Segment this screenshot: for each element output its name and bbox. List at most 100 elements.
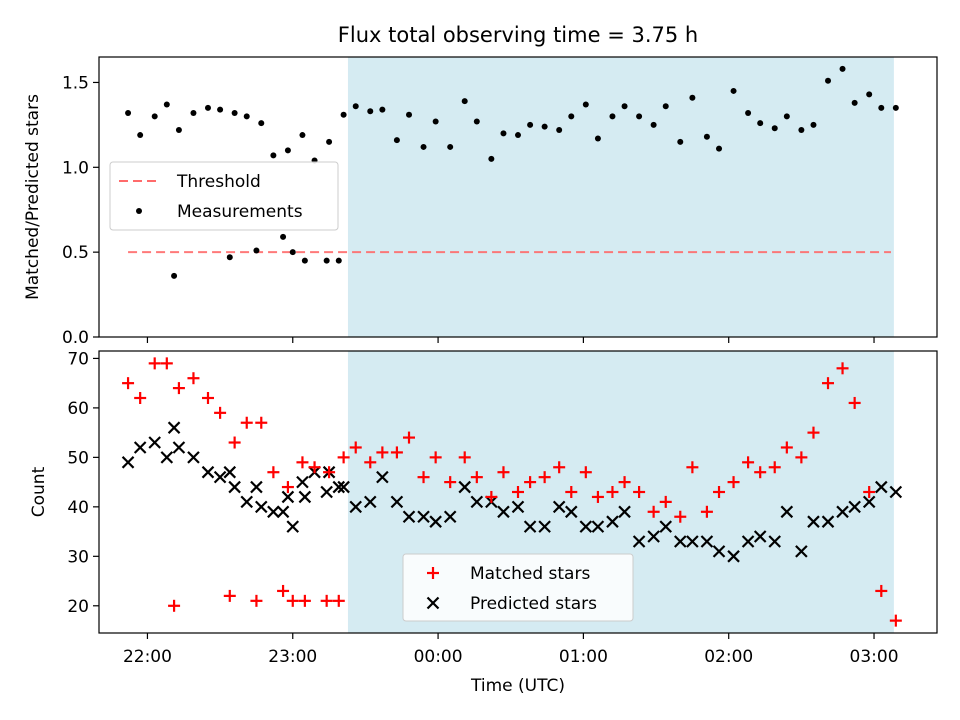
predicted-stars-marker <box>443 510 457 524</box>
predicted-stars-marker <box>565 505 578 519</box>
measurement-point <box>420 143 427 150</box>
matched-stars-marker <box>848 396 861 409</box>
measurement-point <box>527 121 534 128</box>
matched-stars-marker <box>470 471 483 484</box>
predicted-stars-marker <box>213 470 227 484</box>
measurement-point <box>217 106 224 113</box>
measurement-point <box>541 123 548 130</box>
measurement-point <box>447 143 454 150</box>
predicted-stars-markers <box>121 421 903 563</box>
predicted-stars-marker <box>768 535 782 548</box>
x-tick-label: 03:00 <box>850 647 899 667</box>
measurement-point <box>515 132 521 139</box>
matched-stars-marker <box>863 486 876 498</box>
measurement-point <box>340 111 347 118</box>
y-tick-label: 40 <box>67 498 89 518</box>
predicted-stars-marker <box>298 490 312 504</box>
measurement-point <box>406 111 413 118</box>
predicted-stars-marker <box>240 495 254 509</box>
predicted-stars-marker <box>552 500 566 514</box>
predicted-stars-marker <box>741 535 755 548</box>
predicted-stars-marker <box>632 535 646 548</box>
predicted-stars-marker <box>417 510 430 524</box>
measurement-point <box>204 104 211 111</box>
matched-stars-marker <box>524 476 537 489</box>
matched-stars-marker <box>286 594 299 607</box>
matched-stars-marker <box>674 510 687 523</box>
legend-measurements-label: Measurements <box>177 202 303 222</box>
matched-stars-marker <box>727 476 740 489</box>
measurement-point <box>892 104 899 111</box>
x-tick-label: 02:00 <box>704 647 753 667</box>
matched-stars-marker <box>591 490 604 503</box>
matched-stars-marker <box>700 505 713 518</box>
matched-stars-marker <box>390 446 403 459</box>
measurement-point <box>352 103 359 110</box>
predicted-stars-marker <box>618 505 631 519</box>
measurement-point <box>636 113 643 120</box>
predicted-stars-marker <box>160 451 174 464</box>
y-tick-label: 0.0 <box>62 328 89 348</box>
matched-stars-marker <box>148 357 161 370</box>
bottom-y-ticks: 20 30 40 50 60 70 <box>67 349 99 617</box>
predicted-stars-marker <box>780 505 794 519</box>
predicted-stars-marker <box>167 421 181 434</box>
measurement-point <box>488 155 495 162</box>
measurement-point <box>866 91 873 98</box>
measurement-point <box>323 257 330 264</box>
measurement-point <box>594 135 601 142</box>
predicted-stars-marker <box>712 545 726 558</box>
predicted-stars-marker <box>228 480 241 494</box>
measurement-point <box>473 118 480 125</box>
measurement-point <box>163 101 170 108</box>
legend-matched-label: Matched stars <box>470 564 590 584</box>
measurement-point <box>556 126 563 133</box>
matched-stars-marker <box>768 461 781 474</box>
measurement-point <box>689 94 696 101</box>
measurement-point <box>335 257 342 264</box>
measurement-point <box>851 99 858 106</box>
measurement-point <box>326 138 333 145</box>
predicted-stars-marker <box>647 530 660 543</box>
matched-stars-marker <box>403 431 416 444</box>
y-tick-label: 70 <box>67 349 89 369</box>
chart-title: Flux total observing time = 3.75 h <box>338 23 698 47</box>
bottom-y-axis-label: Count <box>29 466 49 517</box>
matched-stars-marker <box>795 451 808 464</box>
y-tick-label: 60 <box>67 399 89 419</box>
measurement-point <box>716 145 723 152</box>
top-x-ticks <box>146 337 875 343</box>
measurement-point <box>730 87 737 94</box>
matched-stars-marker <box>281 481 294 494</box>
matched-stars-marker <box>647 505 660 518</box>
measurement-points <box>125 65 899 279</box>
top-y-ticks: 0.0 0.5 1.0 1.5 <box>62 73 99 348</box>
predicted-stars-marker <box>848 500 861 514</box>
x-tick-label: 01:00 <box>559 647 608 667</box>
measurement-point <box>284 147 291 154</box>
predicted-stars-marker <box>673 535 687 548</box>
measurement-point <box>125 110 132 116</box>
x-tick-label: 00:00 <box>414 647 463 667</box>
matched-stars-marker <box>168 599 181 612</box>
predicted-stars-marker <box>172 441 186 454</box>
measurement-point <box>839 65 846 72</box>
matched-stars-marker <box>618 476 631 489</box>
matched-stars-marker <box>187 372 200 385</box>
predicted-stars-marker <box>402 510 416 524</box>
observing-window-band <box>347 56 894 338</box>
predicted-stars-marker <box>686 535 699 548</box>
measurement-point <box>253 247 260 254</box>
predicted-stars-marker <box>390 495 404 509</box>
matched-stars-marker <box>223 589 236 602</box>
matched-stars-marker <box>659 495 672 508</box>
ratio-panel: 0.0 0.5 1.0 1.5 Matched/Predicted stars Thr… <box>23 56 938 348</box>
matched-stars-marker <box>713 486 726 498</box>
measurement-point <box>568 113 575 120</box>
measurement-point <box>137 132 144 139</box>
predicted-stars-marker <box>121 456 135 469</box>
matched-stars-marker <box>512 486 524 498</box>
matched-stars-marker <box>364 456 377 469</box>
measurement-point <box>621 103 628 110</box>
measurement-point <box>151 113 158 120</box>
